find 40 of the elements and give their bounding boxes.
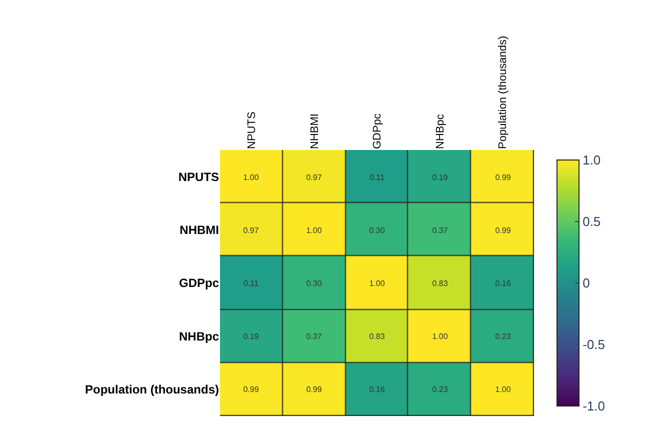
data-label: 0.97 (243, 226, 260, 235)
data-label: 0.97 (306, 172, 322, 182)
data-label: 1.00 (369, 278, 386, 288)
x-tick-label: NHBMI (308, 114, 321, 149)
y-tick-label: NHBMI (180, 223, 219, 237)
y-tick-label: NHBpc (178, 329, 220, 344)
data-label: 0.99 (306, 384, 322, 394)
data-label: 0.23 (432, 384, 448, 394)
data-label: 0.83 (369, 332, 386, 341)
y-tick-label: Population (thousands) (85, 382, 219, 397)
data-label: 1.00 (495, 384, 512, 394)
data-label: 1.00 (243, 172, 260, 182)
color-bar-label: 0.5 (582, 214, 601, 230)
color-bar-label: 1.0 (582, 152, 601, 168)
data-label: 1.00 (432, 332, 448, 341)
color-bar-label: 0 (582, 276, 590, 291)
color-bar-label: -0.5 (582, 337, 606, 352)
data-label: 0.99 (495, 172, 512, 182)
data-label: 0.37 (306, 332, 322, 341)
data-label: 0.23 (495, 332, 512, 341)
x-tick-label: NHBpc (434, 114, 446, 149)
y-tick-label: GDPpc (178, 276, 220, 290)
x-tick-label: NPUTS (246, 112, 258, 149)
data-label: 0.37 (432, 226, 448, 235)
data-label: 0.83 (432, 278, 448, 288)
data-label: 1.00 (306, 226, 322, 235)
data-label: 0.16 (369, 384, 386, 394)
y-tick-label: NPUTS (178, 170, 219, 184)
data-label: 0.99 (495, 226, 512, 235)
data-label: 0.11 (244, 278, 260, 288)
data-label: 0.19 (432, 172, 448, 182)
x-tick-label: Population (thousands) (497, 36, 510, 149)
data-label: 0.19 (243, 332, 260, 341)
data-label: 0.11 (370, 172, 386, 182)
data-label: 0.99 (243, 384, 260, 394)
data-label: 0.16 (495, 278, 512, 288)
data-label: 0.30 (369, 226, 386, 235)
color-bar-label: -1.0 (582, 398, 606, 414)
x-tick-label: GDPpc (372, 113, 384, 149)
data-label: 0.30 (306, 278, 322, 288)
